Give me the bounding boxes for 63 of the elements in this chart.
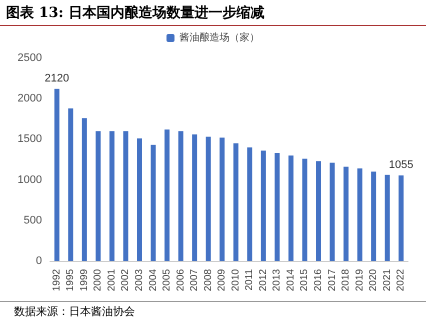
x-tick-label: 2019 (354, 268, 366, 292)
legend-label: 酱油酿造场（家） (180, 32, 260, 44)
bar (68, 108, 74, 261)
x-tick-label: 2007 (189, 268, 200, 292)
bar (82, 118, 87, 261)
bar (233, 143, 238, 261)
y-tick-label: 0 (36, 255, 42, 267)
bar (330, 162, 335, 261)
y-tick-label: 2000 (18, 92, 42, 105)
bar (123, 131, 128, 261)
x-tick-label: 2008 (202, 268, 214, 292)
x-tick-label: 2013 (272, 268, 283, 292)
x-tick-label: 2018 (340, 268, 352, 292)
source-note: 数据来源：日本酱油协会 (0, 301, 426, 321)
bar (260, 150, 266, 261)
bar (344, 166, 349, 261)
x-tick-label: 2015 (299, 268, 310, 292)
bar (54, 88, 60, 261)
x-tick-label: 2021 (382, 268, 393, 292)
x-tick-label: 2016 (313, 268, 324, 292)
x-tick-label: 1999 (78, 268, 90, 292)
x-tick-label: 2001 (106, 268, 118, 292)
bar (302, 158, 308, 261)
x-tick-label: 2009 (216, 268, 228, 292)
x-tick-label: 2002 (120, 268, 132, 292)
bar (192, 134, 198, 261)
bar (96, 131, 101, 261)
x-tick-label: 1995 (65, 268, 76, 292)
bar (164, 129, 170, 261)
bar (206, 136, 211, 261)
y-tick-label: 1500 (18, 133, 42, 146)
x-tick-label: 2017 (326, 268, 338, 292)
x-tick-label: 2004 (148, 268, 159, 292)
bar (274, 153, 280, 261)
y-tick-label: 2500 (18, 52, 42, 64)
bar (371, 172, 376, 261)
bar (109, 131, 114, 261)
bar (220, 138, 225, 261)
bar (150, 144, 156, 261)
bar (247, 147, 252, 261)
data-label: 2120 (44, 72, 70, 84)
bar (357, 168, 362, 261)
bar (178, 131, 184, 261)
bar (288, 155, 294, 261)
y-tick-label: 1000 (18, 174, 42, 186)
bar (316, 161, 321, 261)
x-tick-label: 2005 (162, 268, 173, 292)
x-tick-label: 2011 (244, 268, 256, 291)
data-label: 1055 (388, 158, 414, 171)
bar (398, 175, 404, 261)
x-tick-label: 2003 (134, 268, 145, 292)
x-tick-label: 2014 (285, 268, 296, 292)
x-tick-label: 2020 (368, 268, 380, 292)
x-tick-label: 1992 (51, 268, 62, 292)
x-tick-label: 2012 (258, 268, 269, 292)
bar (137, 138, 142, 261)
x-tick-label: 2010 (230, 268, 242, 292)
x-tick-label: 2006 (175, 268, 186, 292)
chart-title: 图表 13: 日本国内酿造场数量进一步缩减 (0, 0, 426, 26)
x-tick-label: 2000 (92, 268, 104, 292)
bar (384, 174, 390, 261)
x-tick-label: 2022 (396, 268, 407, 292)
y-tick-label: 500 (24, 214, 42, 226)
